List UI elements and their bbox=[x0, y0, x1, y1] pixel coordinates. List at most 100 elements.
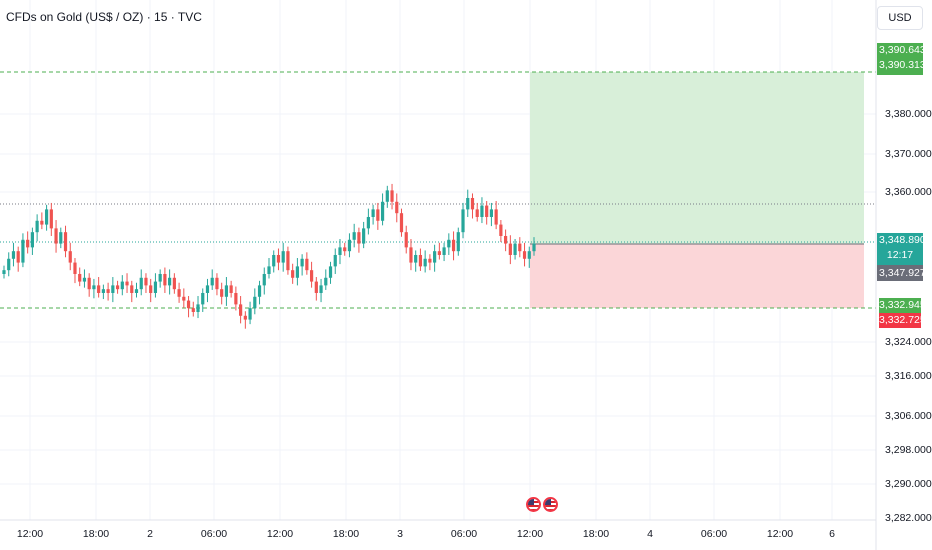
candle-body bbox=[257, 285, 262, 297]
candle-body bbox=[366, 216, 370, 229]
candle-body bbox=[518, 243, 522, 252]
candle-body bbox=[262, 273, 266, 286]
x-tick-label: 18:00 bbox=[82, 528, 110, 540]
candle-body bbox=[2, 270, 6, 274]
x-tick-label: 2 bbox=[147, 528, 153, 540]
candle-body bbox=[49, 209, 53, 229]
candle-body bbox=[253, 296, 257, 309]
candle-body bbox=[281, 251, 285, 263]
candle-body bbox=[390, 190, 394, 202]
title-separator-2: · bbox=[167, 10, 178, 24]
source-label: TVC bbox=[177, 10, 202, 24]
candle-body bbox=[437, 251, 441, 255]
us-flag-icon[interactable] bbox=[543, 497, 558, 512]
candle-body bbox=[404, 232, 408, 248]
y-tick-label: 3,380.000 bbox=[885, 108, 932, 120]
candle-body bbox=[234, 292, 238, 305]
candle-body bbox=[220, 289, 224, 297]
candle-body bbox=[522, 251, 527, 259]
candle-body bbox=[163, 273, 167, 286]
us-flag-icon[interactable] bbox=[526, 497, 541, 512]
candle-body bbox=[433, 251, 437, 263]
candle-body bbox=[21, 239, 25, 263]
candle-body bbox=[149, 285, 153, 293]
candle-body bbox=[399, 213, 404, 233]
candle-body bbox=[480, 205, 484, 217]
candle-body bbox=[380, 201, 385, 221]
candle-body bbox=[504, 235, 508, 244]
y-tick-label: 3,298.000 bbox=[885, 444, 932, 456]
candle-body bbox=[153, 281, 158, 293]
symbol-title[interactable]: CFDs on Gold (US$ / OZ) · 15 · TVC bbox=[6, 10, 202, 24]
candle-body bbox=[286, 251, 290, 271]
candles bbox=[2, 183, 536, 329]
candle-body bbox=[248, 308, 252, 320]
currency-button[interactable]: USD bbox=[877, 6, 923, 30]
candle-body bbox=[494, 209, 498, 225]
candle-body bbox=[182, 296, 186, 301]
x-tick-label: 12:00 bbox=[766, 528, 794, 540]
candle-body bbox=[59, 232, 63, 244]
candle-body bbox=[158, 273, 162, 282]
candle-body bbox=[92, 285, 96, 290]
candle-body bbox=[172, 277, 176, 290]
candle-body bbox=[414, 254, 418, 263]
candle-body bbox=[295, 266, 299, 278]
candle-body bbox=[347, 239, 352, 252]
candle-body bbox=[475, 209, 479, 217]
candle-body bbox=[239, 304, 243, 316]
candle-body bbox=[139, 277, 143, 290]
entry-price-value: 3,348.890 bbox=[879, 234, 926, 246]
candle-body bbox=[451, 239, 456, 252]
candle-body bbox=[40, 220, 44, 225]
candle-body bbox=[78, 273, 82, 282]
candle-body bbox=[191, 308, 195, 312]
y-tick-label: 3,306.000 bbox=[885, 410, 932, 422]
candle-body bbox=[73, 262, 77, 274]
stop-zone bbox=[530, 244, 864, 308]
candle-body bbox=[499, 224, 503, 236]
candle-body bbox=[333, 254, 337, 267]
candle-body bbox=[314, 281, 318, 293]
candle-body bbox=[272, 254, 276, 267]
candle-body bbox=[30, 232, 34, 248]
candle-body bbox=[115, 285, 120, 290]
candle-body bbox=[442, 247, 446, 255]
candle-body bbox=[466, 197, 470, 210]
candle-body bbox=[144, 277, 148, 286]
candle-body bbox=[409, 247, 413, 263]
x-tick-label: 06:00 bbox=[700, 528, 728, 540]
candle-body bbox=[338, 247, 342, 255]
candle-body bbox=[328, 266, 333, 278]
candle-body bbox=[97, 285, 101, 293]
candle-body bbox=[508, 243, 512, 255]
candle-body bbox=[385, 190, 389, 202]
candle-body bbox=[309, 270, 314, 282]
candle-body bbox=[44, 209, 49, 225]
x-tick-label: 3 bbox=[397, 528, 403, 540]
candle-body bbox=[357, 232, 361, 244]
candle-body bbox=[68, 251, 72, 263]
candle-body bbox=[489, 209, 494, 217]
x-tick-label: 18:00 bbox=[582, 528, 610, 540]
candle-body bbox=[120, 281, 124, 290]
candle-body bbox=[324, 277, 328, 286]
y-tick-label: 3,324.000 bbox=[885, 336, 932, 348]
x-tick-label: 12:00 bbox=[16, 528, 44, 540]
y-tick-label: 3,360.000 bbox=[885, 186, 932, 198]
interval-label: 15 bbox=[154, 10, 168, 24]
candle-body bbox=[229, 285, 233, 293]
y-tick-label: 3,370.000 bbox=[885, 148, 932, 160]
stop-upper-value: 3,332.945 bbox=[879, 298, 926, 313]
candle-body bbox=[527, 251, 531, 259]
candle-body bbox=[395, 201, 399, 214]
candle-body bbox=[291, 270, 295, 278]
y-tick-label: 3,316.000 bbox=[885, 370, 932, 382]
candle-body bbox=[319, 285, 323, 293]
x-tick-label: 12:00 bbox=[266, 528, 294, 540]
candle-body bbox=[513, 243, 517, 255]
candle-body bbox=[418, 254, 423, 267]
candle-body bbox=[177, 289, 181, 297]
candle-body bbox=[423, 258, 427, 267]
